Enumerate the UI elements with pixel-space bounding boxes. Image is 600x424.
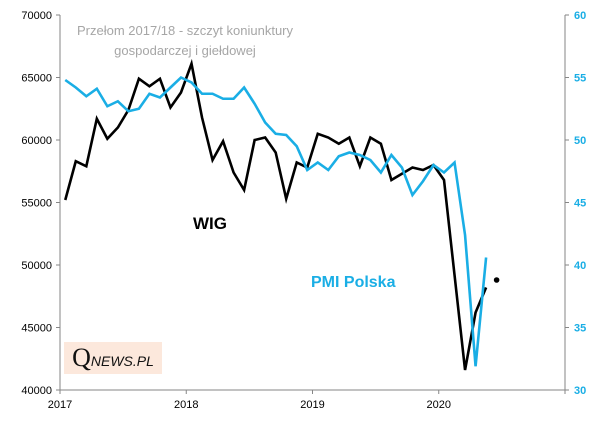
x-tick-label: 2017 xyxy=(48,399,72,411)
wig-label: WIG xyxy=(193,214,227,233)
logo: Q NEWS.PL xyxy=(64,342,162,374)
right-tick-label: 60 xyxy=(574,10,586,22)
series-line-pmi-polska xyxy=(64,75,488,367)
pmi-label: PMI Polska xyxy=(311,274,396,291)
left-tick-label: 60000 xyxy=(21,135,52,147)
extra-data-point xyxy=(493,277,500,283)
left-tick-label: 50000 xyxy=(21,260,52,272)
left-tick-label: 70000 xyxy=(21,10,52,22)
annotation: Przełom 2017/18 - szczyt koniunktury gos… xyxy=(60,21,310,61)
right-tick-label: 40 xyxy=(574,260,586,272)
right-tick-label: 55 xyxy=(574,73,586,85)
logo-q: Q xyxy=(72,343,91,372)
x-tick-label: 2019 xyxy=(300,399,324,411)
right-tick-label: 45 xyxy=(574,198,586,210)
right-tick-label: 30 xyxy=(574,385,586,397)
x-tick-label: 2018 xyxy=(174,399,198,411)
left-tick-label: 45000 xyxy=(21,323,52,335)
right-tick-label: 35 xyxy=(574,323,586,335)
left-tick-label: 55000 xyxy=(21,198,52,210)
x-tick-label: 2020 xyxy=(427,399,451,411)
left-tick-label: 65000 xyxy=(21,73,52,85)
annotation-line-2: gospodarczej i giełdowej xyxy=(114,43,256,58)
left-tick-label: 40000 xyxy=(21,385,52,397)
logo-rest: NEWS.PL xyxy=(90,353,154,369)
right-tick-label: 50 xyxy=(574,135,586,147)
annotation-line-1: Przełom 2017/18 - szczyt koniunktury xyxy=(76,23,294,38)
